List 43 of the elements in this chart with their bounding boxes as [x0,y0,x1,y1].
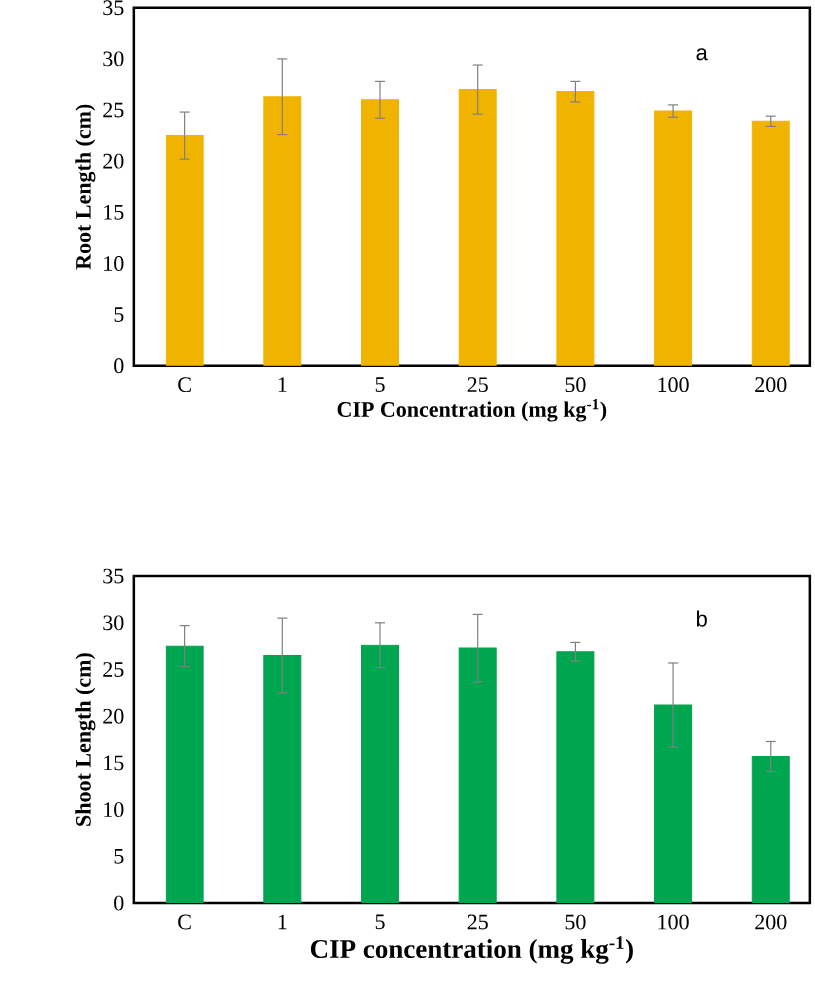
y-tick-label: 25 [103,102,124,118]
y-tick-label: 20 [103,708,124,724]
y-tick-label: 30 [103,51,124,67]
x-tick-label: C [178,377,191,393]
y-tick-label: 5 [114,307,124,322]
bar [751,755,790,904]
bar [263,655,302,904]
y-tick-label: 35 [103,568,124,584]
y-axis-title: Root Length (cm) [75,104,96,270]
y-tick-label: 25 [103,662,124,677]
bar [361,644,400,904]
y-tick-label: 20 [103,153,124,169]
y-tick-label: 15 [104,755,124,771]
bar [556,651,595,904]
y-tick-label: 10 [104,802,124,818]
x-tick-label: C [178,914,191,930]
x-tick-label: 100 [658,377,689,393]
x-tick-label: 50 [565,377,586,393]
bar [654,704,693,904]
y-tick-label: 15 [104,204,124,220]
x-tick-label: 200 [755,914,787,930]
x-tick-label: 5 [375,914,385,930]
x-tick-label: 1 [278,377,287,392]
bar [165,645,204,904]
x-tick-label: 25 [467,914,488,930]
y-tick-label: 10 [104,256,124,271]
x-tick-label: 50 [565,914,586,930]
y-tick-label: 30 [103,615,124,631]
y-tick-label: 0 [114,895,124,911]
y-tick-label: 0 [114,358,124,374]
y-axis-title: Shoot Length (cm) [75,653,96,826]
x-tick-label: 100 [658,914,689,930]
annotation: a [696,48,708,61]
y-tick-label: 5 [114,849,124,864]
x-axis-title: CIP concentration (mg kg$^{-1}$) [310,936,633,964]
x-tick-label: 200 [755,377,787,393]
x-tick-label: 5 [375,377,385,392]
annotation: b [696,610,707,627]
bar [458,647,497,904]
x-axis-title: CIP Concentration (mg kg$^{-1}$) [337,398,607,422]
x-tick-label: 1 [278,914,287,930]
x-tick-label: 25 [467,377,488,393]
y-tick-label: 35 [103,0,124,16]
